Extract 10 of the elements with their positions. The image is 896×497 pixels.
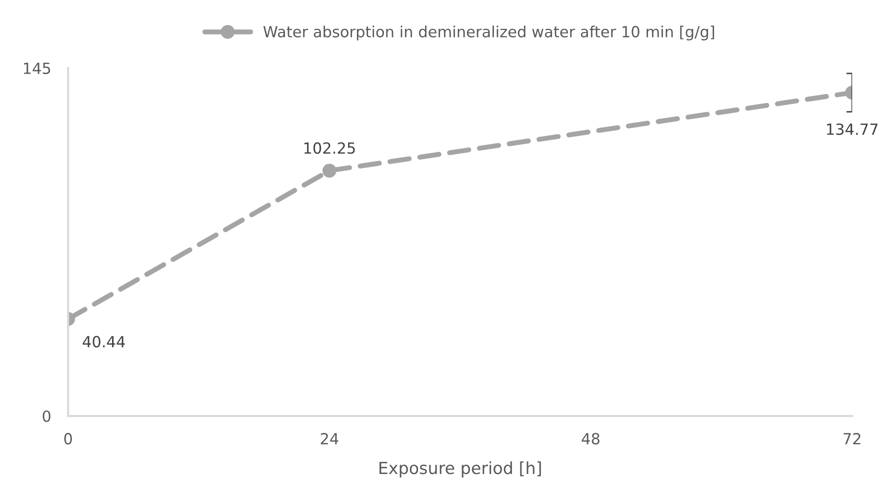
legend-label: Water absorption in demineralized water after 10 min [g/g] [263, 26, 714, 40]
x-tick-label: 48 [582, 432, 600, 444]
x-tick-label: 24 [320, 432, 338, 444]
data-label: 134.77 [827, 123, 878, 136]
y-tick-label: 145 [24, 62, 50, 74]
x-tick-label: 0 [64, 432, 72, 444]
x-tick-label: 72 [844, 432, 860, 444]
data-label: 102.25 [304, 142, 355, 154]
data-label: 40.44 [82, 336, 125, 348]
x-axis-title: Exposure period [h] [380, 461, 541, 478]
